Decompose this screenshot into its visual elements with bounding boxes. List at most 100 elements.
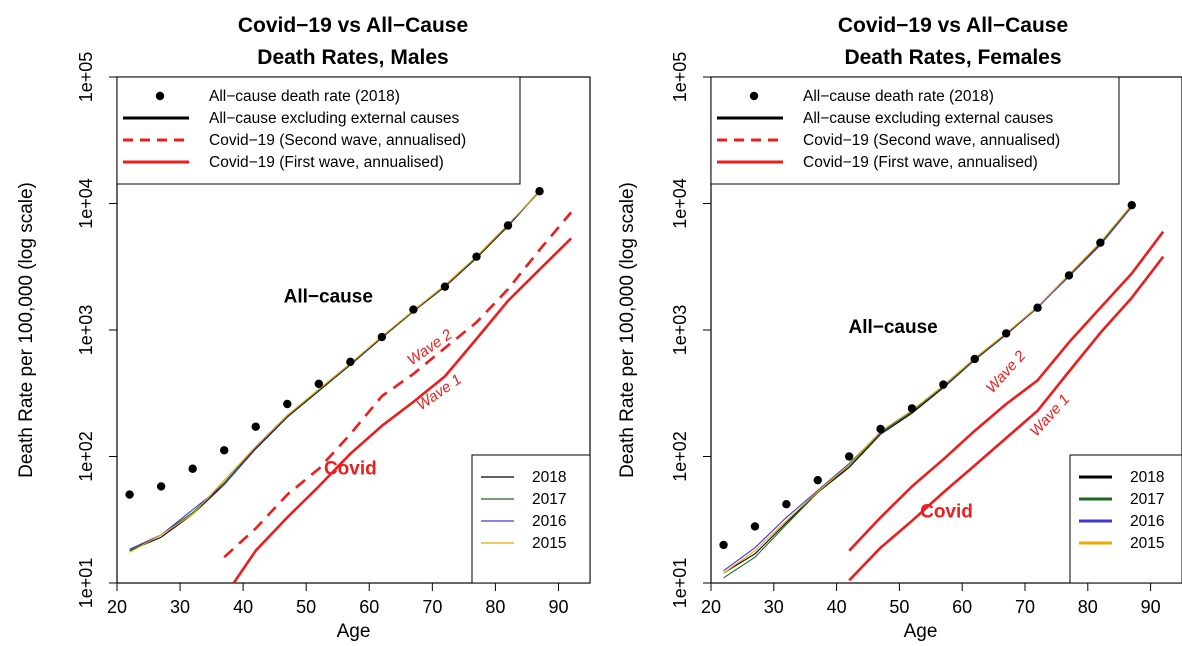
year-legend-label: 2015 xyxy=(532,535,566,552)
x-tick-label: 80 xyxy=(1078,597,1098,617)
year-legend-label: 2016 xyxy=(1130,513,1164,530)
x-tick-label: 90 xyxy=(1141,597,1161,617)
legend-label: Covid−19 (First wave, annualised) xyxy=(803,154,1038,171)
legend-label: Covid−19 (Second wave, annualised) xyxy=(209,132,466,149)
x-tick-label: 80 xyxy=(485,597,505,617)
y-tick-label: 1e+02 xyxy=(670,431,690,482)
y-axis-label: Death Rate per 100,000 (log scale) xyxy=(617,182,638,478)
year-legend-label: 2016 xyxy=(532,513,566,530)
covid-second-wave-line xyxy=(223,211,573,559)
x-tick-label: 70 xyxy=(422,597,442,617)
data-point xyxy=(346,357,355,367)
data-point xyxy=(314,379,324,389)
x-tick-label: 30 xyxy=(170,597,190,617)
chart-subtitle: Death Rates, Females xyxy=(844,46,1061,69)
year-legend-label: 2018 xyxy=(532,469,566,486)
y-tick-label: 1e+01 xyxy=(670,558,690,609)
data-point xyxy=(782,499,791,509)
legend-label: All−cause excluding external causes xyxy=(209,110,460,127)
legend-label: All−cause death rate (2018) xyxy=(803,88,994,105)
y-tick-label: 1e+05 xyxy=(670,52,690,103)
x-tick-label: 20 xyxy=(107,597,127,617)
y-tick-label: 1e+02 xyxy=(76,431,96,482)
legend-label: Covid−19 (Second wave, annualised) xyxy=(803,132,1060,149)
year-legend-label: 2018 xyxy=(1130,469,1164,486)
covid-first-wave-line xyxy=(232,237,573,583)
legend-box xyxy=(710,76,1120,185)
covid-first-wave-line xyxy=(848,255,1165,582)
annotation-bold: All−cause xyxy=(284,286,373,307)
data-point xyxy=(1033,303,1042,312)
y-tick-label: 1e+04 xyxy=(76,178,96,229)
year-legend-label: 2017 xyxy=(532,491,566,508)
data-point xyxy=(377,332,387,342)
data-point xyxy=(813,475,822,485)
chart-subtitle: Death Rates, Males xyxy=(257,46,448,69)
data-point xyxy=(409,305,418,314)
data-point xyxy=(472,252,481,261)
y-tick-label: 1e+04 xyxy=(670,178,690,229)
x-tick-label: 50 xyxy=(296,597,316,617)
data-point xyxy=(503,221,513,230)
data-point xyxy=(907,404,917,413)
legend-label: All−cause excluding external causes xyxy=(803,110,1054,127)
annotation-bold: All−cause xyxy=(848,317,937,338)
data-point xyxy=(440,282,450,291)
data-point xyxy=(535,187,544,196)
y-tick-label: 1e+01 xyxy=(76,558,96,609)
chart-males: Covid−19 vs All−Cause Death Rates, Males 2… xyxy=(16,14,591,642)
x-tick-label: 40 xyxy=(827,597,847,617)
legend-label: Covid−19 (First wave, annualised) xyxy=(209,154,444,171)
year-legend-box xyxy=(471,454,591,584)
chart-females: Covid−19 vs All−Cause Death Rates, Female… xyxy=(617,14,1182,642)
y-tick-label: 1e+03 xyxy=(670,305,690,356)
y-tick-label: 1e+05 xyxy=(76,52,96,103)
annotation-wave: Wave 2 xyxy=(404,326,456,369)
x-tick-label: 50 xyxy=(889,597,909,617)
y-axis-label: Death Rate per 100,000 (log scale) xyxy=(16,182,37,478)
legend-point-marker xyxy=(749,91,759,101)
legend-point-marker xyxy=(155,91,165,101)
annotation-wave: Wave 2 xyxy=(983,347,1030,396)
annotation-bold: Covid xyxy=(324,459,377,480)
data-point xyxy=(156,482,166,491)
data-point xyxy=(970,354,979,364)
data-point xyxy=(1001,329,1011,338)
chart-title: Covid−19 vs All−Cause xyxy=(238,14,468,37)
series-line-2015 xyxy=(723,204,1133,574)
data-point xyxy=(939,380,948,389)
data-point xyxy=(1064,271,1074,280)
annotation-bold: Covid xyxy=(920,501,973,522)
year-legend-label: 2015 xyxy=(1130,535,1164,552)
annotation-wave: Wave 1 xyxy=(414,371,465,414)
data-point xyxy=(876,424,885,434)
data-point xyxy=(750,522,760,531)
y-tick-label: 1e+03 xyxy=(76,305,96,356)
x-tick-label: 60 xyxy=(359,597,379,617)
data-point xyxy=(844,452,854,461)
year-legend-label: 2017 xyxy=(1130,491,1164,508)
x-axis-label: Age xyxy=(904,621,938,641)
chart-title: Covid−19 vs All−Cause xyxy=(838,14,1068,37)
x-tick-label: 70 xyxy=(1015,597,1035,617)
x-tick-label: 90 xyxy=(548,597,568,617)
plot-area xyxy=(125,187,573,583)
x-tick-label: 40 xyxy=(233,597,253,617)
plot-area xyxy=(719,200,1165,582)
data-point xyxy=(1096,238,1105,247)
data-point xyxy=(283,399,292,409)
series-line-2015 xyxy=(129,191,540,553)
data-point xyxy=(220,446,229,455)
year-legend-box xyxy=(1069,454,1182,584)
covid-first-wave-line xyxy=(848,230,1165,552)
data-point xyxy=(1127,200,1136,210)
x-tick-label: 60 xyxy=(952,597,972,617)
data-point xyxy=(188,464,197,473)
legend-label: All−cause death rate (2018) xyxy=(209,88,400,105)
legend-box xyxy=(116,76,521,185)
x-axis-label: Age xyxy=(337,621,371,641)
data-point xyxy=(719,540,728,550)
data-point xyxy=(251,422,260,431)
